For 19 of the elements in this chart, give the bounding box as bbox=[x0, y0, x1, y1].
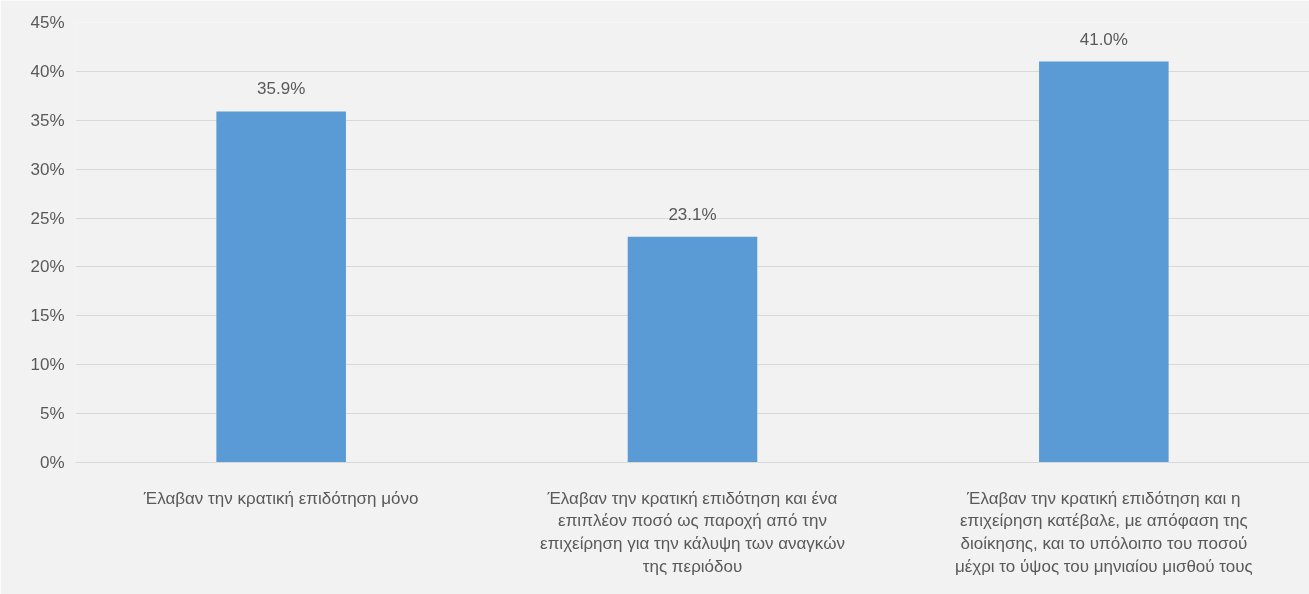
y-tick-label: 30% bbox=[30, 159, 65, 179]
bar bbox=[216, 111, 346, 463]
y-tick-label: 40% bbox=[30, 61, 65, 81]
x-tick-label: Έλαβαν την κρατική επιδότηση και η επιχείρηση κατέβαλε, με απόφαση της διοίκησης, και το υπόλοιπο του ποσού μέχρι το ύψος του μηνιαίου μισθού τους bbox=[954, 488, 1253, 576]
y-tick-label: 0% bbox=[39, 453, 65, 472]
y-tick-label: 25% bbox=[30, 208, 65, 228]
data-label: 35.9% bbox=[257, 79, 306, 99]
y-tick-label: 45% bbox=[30, 13, 65, 32]
bar bbox=[1039, 61, 1169, 463]
data-label: 23.1% bbox=[668, 204, 717, 224]
y-tick-label: 15% bbox=[30, 306, 65, 326]
y-tick-label: 10% bbox=[30, 355, 65, 375]
y-tick-label: 5% bbox=[39, 404, 65, 424]
x-tick-label: Έλαβαν την κρατική επιδότηση και ένα επιπλέον ποσό ως παροχή από την επιχείρηση για την κάλυψη των αναγκών της περιόδου bbox=[540, 488, 845, 576]
x-tick-label: Έλαβαν την κρατική επιδότηση μόνο bbox=[142, 488, 419, 508]
data-label: 41.0% bbox=[1079, 29, 1128, 49]
y-tick-label: 35% bbox=[30, 110, 65, 130]
bar bbox=[627, 236, 758, 463]
y-tick-label: 20% bbox=[30, 257, 65, 277]
